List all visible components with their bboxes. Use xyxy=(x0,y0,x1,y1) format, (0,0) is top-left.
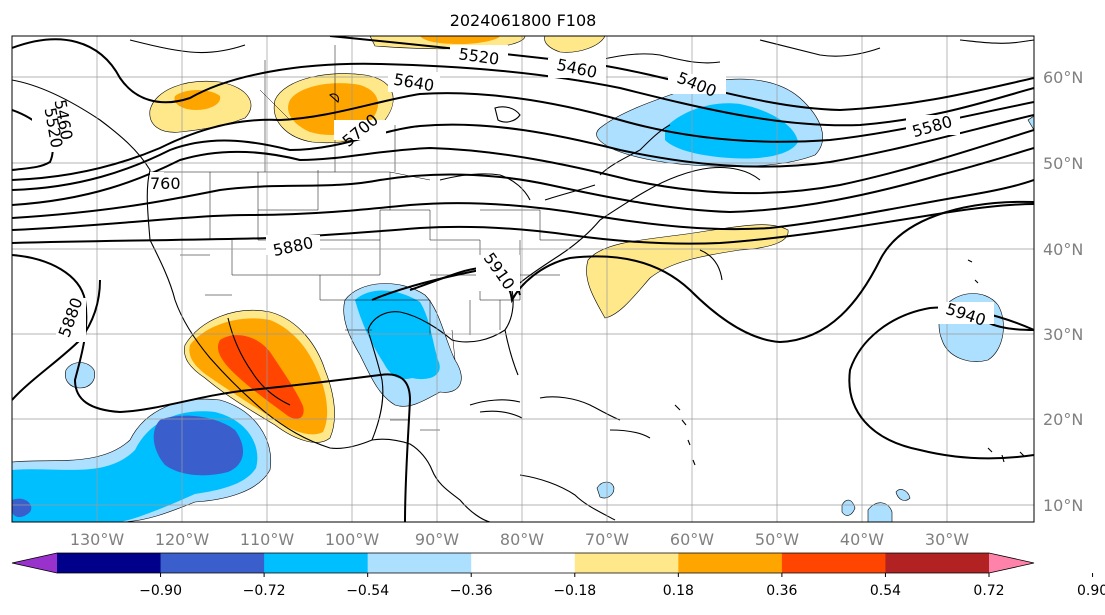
colorbar-tick-label: −0.90 xyxy=(139,583,182,599)
lon-label: 60°W xyxy=(670,530,714,549)
negative-anomaly-pacific-small xyxy=(65,362,95,389)
lon-label: 90°W xyxy=(415,530,459,549)
contour-5880 xyxy=(12,254,412,522)
negative-anomaly-labrador-core xyxy=(665,103,798,159)
latitude-labels: 60°N 50°N 40°N 30°N 20°N 10°N xyxy=(1043,68,1083,515)
lon-label: 70°W xyxy=(585,530,629,549)
colorbar-tick-label: −0.36 xyxy=(450,583,493,599)
lat-label: 60°N xyxy=(1043,68,1083,87)
map-content: 5520 5460 5400 5640 5700 5580 5520 5460 … xyxy=(12,36,1034,522)
colorbar-outline xyxy=(11,552,1035,574)
lat-label: 50°N xyxy=(1043,154,1083,173)
negative-anomaly-pacific-strong xyxy=(153,415,244,476)
lat-label: 30°N xyxy=(1043,325,1083,344)
negative-anomaly-greenland-edge xyxy=(1027,115,1034,131)
colorbar-segment xyxy=(678,553,783,573)
lon-label: 100°W xyxy=(325,530,380,549)
lon-label: 40°W xyxy=(840,530,884,549)
contour-5460 xyxy=(12,38,1034,127)
positive-anomaly-arctic-east xyxy=(544,36,606,53)
lat-label: 20°N xyxy=(1043,410,1083,429)
contour-5520 xyxy=(12,92,1034,181)
negative-anomaly-gulf-core xyxy=(355,290,440,380)
colorbar-tick-label: −0.72 xyxy=(243,583,286,599)
colorbar-tick-label: −0.18 xyxy=(553,583,596,599)
contour-5580 xyxy=(12,114,1034,191)
colorbar-extend-max xyxy=(989,553,1034,573)
map-frame xyxy=(11,35,1035,523)
colorbar: −0.90 −0.72 −0.54 −0.36 −0.18 0.18 0.36 0.54 0.7… xyxy=(11,552,1105,599)
negative-anomaly-atlantic-bits xyxy=(841,489,911,522)
colorbar-tick-label: 0.18 xyxy=(663,583,694,599)
colorbar-segment xyxy=(57,553,162,573)
colorbar-tick-label: 0.54 xyxy=(870,583,901,599)
contour-5640 xyxy=(12,129,1034,206)
lon-label: 120°W xyxy=(155,530,210,549)
negative-anomaly-pacific-west xyxy=(12,498,32,518)
lon-label: 30°W xyxy=(925,530,969,549)
colorbar-tick-label: 0.90 xyxy=(1077,583,1105,599)
colorbar-segment xyxy=(160,553,265,573)
contour-5700 xyxy=(12,147,1034,219)
map-title: 2024061800 F108 xyxy=(450,11,597,30)
contour-label: 760 xyxy=(150,174,181,193)
positive-anomaly-mexico-strong xyxy=(217,335,304,419)
contour-5820 xyxy=(12,203,1034,245)
colorbar-segment xyxy=(885,553,990,573)
colorbar-tick-label: 0.36 xyxy=(766,583,797,599)
positive-anomaly-atlantic xyxy=(586,224,789,319)
colorbar-extend-min xyxy=(12,553,57,573)
lon-label: 50°W xyxy=(755,530,799,549)
colorbar-tick-label: −0.54 xyxy=(346,583,389,599)
colorbar-tick-label: 0.72 xyxy=(973,583,1004,599)
lon-label: 110°W xyxy=(240,530,295,549)
colorbar-segment xyxy=(367,553,472,573)
lon-label: 130°W xyxy=(70,530,125,549)
longitude-labels: 130°W 120°W 110°W 100°W 90°W 80°W 70°W 6… xyxy=(70,530,969,549)
contour-5760 xyxy=(12,179,1034,231)
lat-label: 40°N xyxy=(1043,240,1083,259)
positive-anomaly-canada-west-core xyxy=(174,90,221,110)
colorbar-segment xyxy=(781,553,886,573)
positive-anomaly-arctic-core xyxy=(420,36,500,44)
negative-anomaly-caribbean xyxy=(596,481,615,499)
colorbar-segment xyxy=(574,553,679,573)
colorbar-segment xyxy=(471,553,576,573)
lon-label: 80°W xyxy=(500,530,544,549)
colorbar-segment xyxy=(264,553,369,573)
lat-label: 10°N xyxy=(1043,496,1083,515)
